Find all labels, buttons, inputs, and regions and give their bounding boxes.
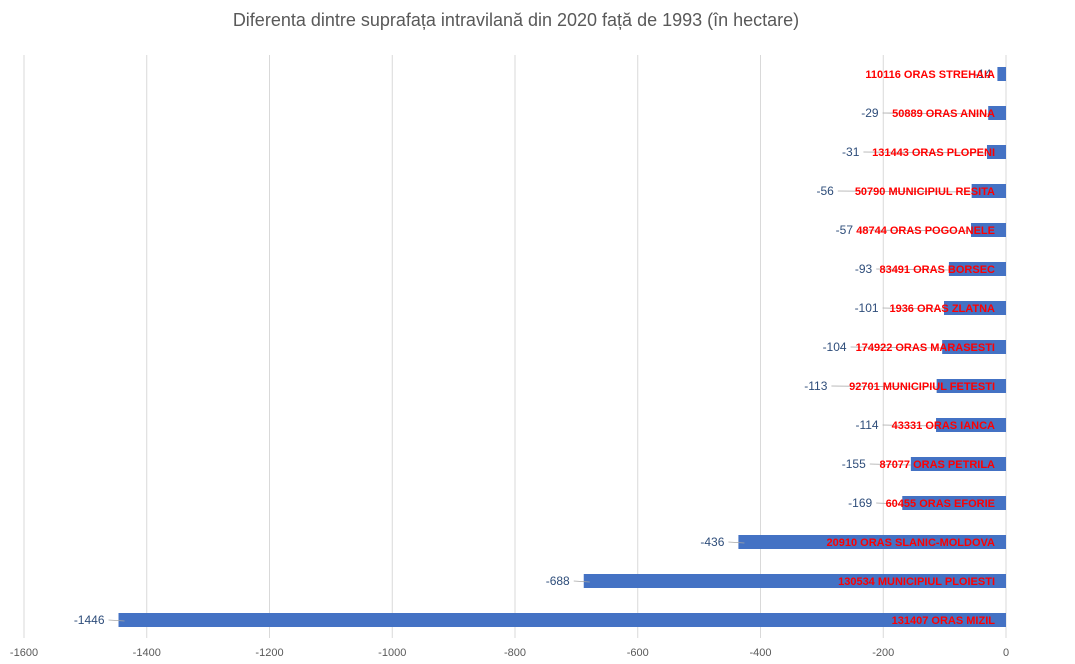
x-tick-label: -400 [749, 647, 771, 659]
category-label: 130534 MUNICIPIUL PLOIESTI [838, 576, 995, 588]
category-label: 83491 ORAS BORSEC [879, 264, 995, 276]
bar [936, 418, 1006, 432]
x-tick-label: -1400 [133, 647, 161, 659]
bars [118, 67, 1006, 627]
category-label: 60455 ORAS EFORIE [886, 498, 995, 510]
x-tick-label: -1600 [10, 647, 38, 659]
value-label: -93 [855, 262, 873, 276]
bar [997, 67, 1006, 81]
leader-line [882, 424, 937, 427]
bar [971, 223, 1006, 237]
bar [944, 301, 1006, 315]
value-label: -31 [842, 145, 860, 159]
value-label: -14 [974, 67, 992, 81]
bar [738, 535, 1006, 549]
bar [902, 496, 1006, 510]
category-label: 1936 ORAS ZLATNA [889, 303, 995, 315]
x-tick-label: -200 [872, 647, 894, 659]
category-label: 131443 ORAS PLOPENI [872, 147, 995, 159]
x-tick-label: -600 [627, 647, 649, 659]
category-label: 87077 ORAS PETRILA [879, 459, 995, 471]
bar [910, 457, 1006, 471]
category-labels: 110116 ORAS STREHAIA 50889 ORAS ANINA 1314… [827, 69, 996, 627]
leader-line [108, 619, 125, 622]
category-label: 50889 ORAS ANINA [892, 108, 995, 120]
x-tick-label: -800 [504, 647, 526, 659]
bar [583, 574, 1006, 588]
value-label: -1446 [74, 613, 105, 627]
value-label: -114 [855, 418, 878, 432]
value-label: -155 [842, 457, 866, 471]
leader-line [850, 346, 943, 349]
category-label: 110116 ORAS STREHAIA [865, 69, 995, 81]
leader-line [573, 580, 590, 583]
leader-line [831, 385, 937, 388]
bar [971, 184, 1006, 198]
chart-title: Diferenta dintre suprafața intravilană d… [232, 10, 800, 30]
value-label: -101 [855, 301, 879, 315]
value-label: -57 [836, 223, 854, 237]
bar [988, 106, 1006, 120]
leader-line [728, 541, 745, 544]
category-label: 131407 ORAS MIZIL [892, 615, 996, 627]
bar [942, 340, 1006, 354]
value-label: -169 [848, 496, 872, 510]
leader-line [876, 268, 949, 271]
value-label: -688 [546, 574, 570, 588]
value-label: -56 [816, 184, 834, 198]
x-tick-label: 0 [1003, 647, 1009, 659]
value-label: -29 [861, 106, 879, 120]
leader-line [882, 307, 945, 310]
x-axis-ticks: -1600 -1400 -1200 -1000 -800 -600 -400 -200 0 [10, 647, 1009, 659]
leader-line [882, 112, 989, 115]
x-tick-label: -1200 [255, 647, 283, 659]
category-label: 174922 ORAS MARASESTI [856, 342, 995, 354]
bar [118, 613, 1006, 627]
leader-line [837, 190, 972, 193]
x-tick-label: -1000 [378, 647, 406, 659]
leader-line [869, 463, 911, 466]
leader-line [856, 229, 972, 232]
category-label: 50790 MUNICIPIUL RESITA [855, 186, 995, 198]
bar [986, 145, 1006, 159]
bar [948, 262, 1006, 276]
value-label: -104 [823, 340, 847, 354]
category-label: 92701 MUNICIPIUL FETESTI [849, 381, 995, 393]
leader-line [863, 151, 987, 154]
leader-line [876, 502, 903, 505]
category-label: 48744 ORAS POGOANELE [856, 225, 995, 237]
bar [936, 379, 1006, 393]
value-label: -113 [804, 379, 827, 393]
category-label: 43331 ORAS IANCA [892, 420, 995, 432]
value-labels: -14 -29 -31 -56 -57 -93 -101 -104 -113 -114 -155 -1… [74, 67, 992, 627]
leader-lines [108, 112, 989, 622]
value-label: -436 [700, 535, 724, 549]
category-label: 20910 ORAS SLANIC-MOLDOVA [827, 537, 996, 549]
